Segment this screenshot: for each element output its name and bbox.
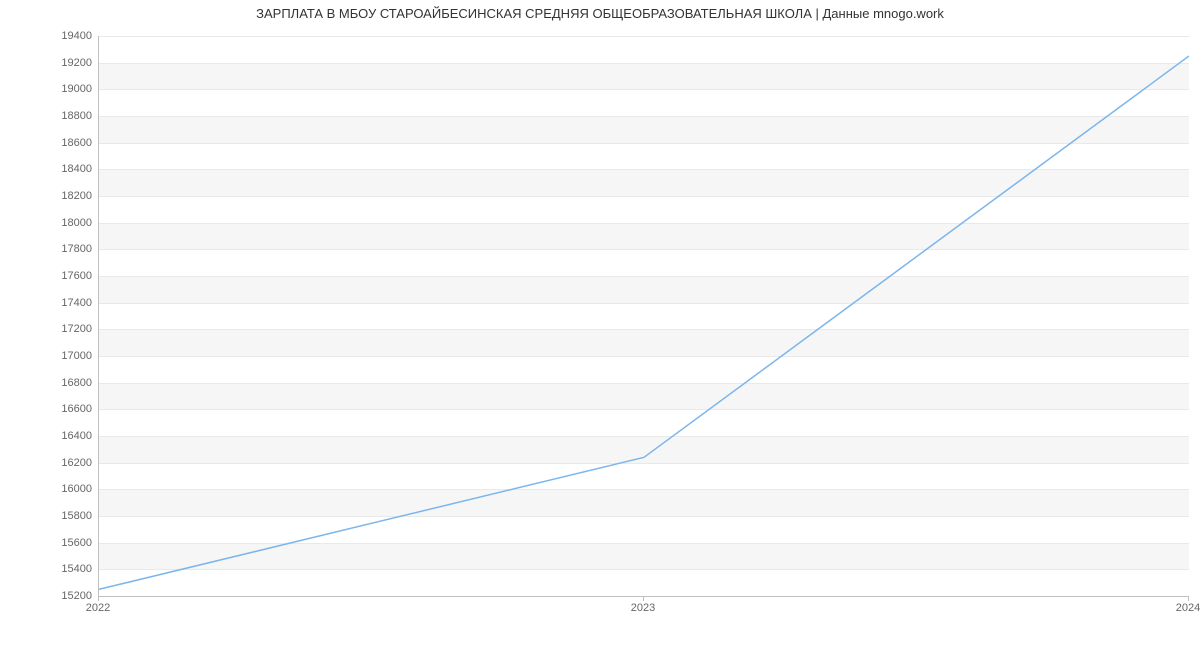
x-axis-label: 2024	[1176, 602, 1200, 614]
y-axis-label: 18800	[32, 110, 92, 122]
y-axis-label: 17600	[32, 270, 92, 282]
y-axis-label: 18000	[32, 217, 92, 229]
x-axis-label: 2022	[86, 602, 110, 614]
y-axis-label: 18400	[32, 163, 92, 175]
x-tick	[643, 596, 644, 601]
line-series	[99, 36, 1189, 596]
y-axis-label: 16000	[32, 483, 92, 495]
y-axis-label: 15200	[32, 590, 92, 602]
y-axis-label: 19000	[32, 83, 92, 95]
y-axis-label: 15400	[32, 563, 92, 575]
salary-chart: ЗАРПЛАТА В МБОУ СТАРОАЙБЕСИНСКАЯ СРЕДНЯЯ…	[0, 0, 1200, 650]
y-axis-label: 16600	[32, 403, 92, 415]
chart-title: ЗАРПЛАТА В МБОУ СТАРОАЙБЕСИНСКАЯ СРЕДНЯЯ…	[0, 6, 1200, 21]
y-axis-label: 17200	[32, 323, 92, 335]
y-axis-label: 15600	[32, 537, 92, 549]
y-axis-label: 17000	[32, 350, 92, 362]
y-axis-label: 17800	[32, 243, 92, 255]
y-axis-label: 16800	[32, 377, 92, 389]
x-axis-label: 2023	[631, 602, 655, 614]
y-axis-label: 18600	[32, 137, 92, 149]
y-axis-label: 18200	[32, 190, 92, 202]
y-axis-label: 19200	[32, 57, 92, 69]
y-axis-label: 19400	[32, 30, 92, 42]
y-axis-label: 17400	[32, 297, 92, 309]
x-tick	[1188, 596, 1189, 601]
y-axis-label: 16200	[32, 457, 92, 469]
y-axis-label: 15800	[32, 510, 92, 522]
x-tick	[98, 596, 99, 601]
y-axis-label: 16400	[32, 430, 92, 442]
plot-area	[98, 36, 1189, 597]
